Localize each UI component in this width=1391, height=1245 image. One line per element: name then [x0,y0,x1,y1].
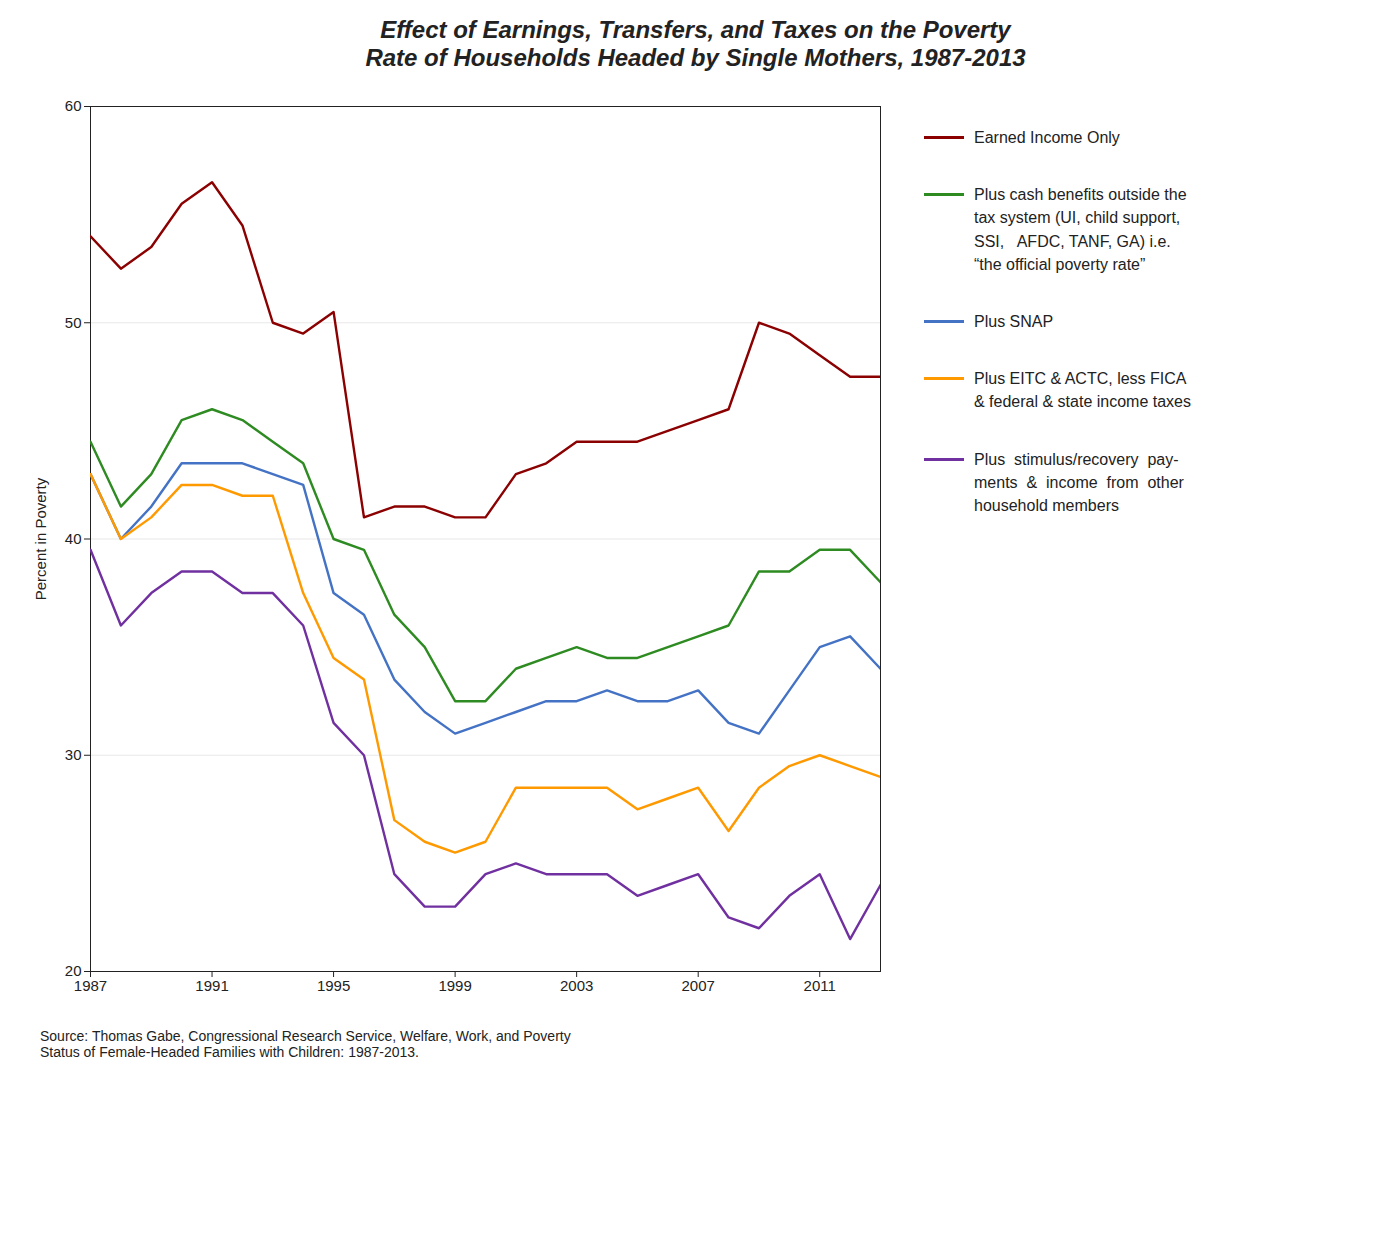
html-text:Plus cash benefits outside the: Plus cash benefits outside the tax syste… [974,186,1187,273]
svg-text:Percent in Poverty: Percent in Poverty [32,477,49,600]
svg-text:2007: 2007 [682,977,715,994]
svg-text:1991: 1991 [195,977,228,994]
svg-text:1987: 1987 [74,977,107,994]
svg-text:40: 40 [65,530,82,547]
svg-text:1999: 1999 [438,977,471,994]
html-text:Plus SNAP: Plus SNAP [974,312,1054,330]
html-text:Source: Thomas Gabe, Congressi: Source: Thomas Gabe, Congressional Resea… [40,1028,571,1060]
svg-text:2011: 2011 [804,977,836,994]
svg-text:30: 30 [65,746,82,763]
svg-text:1995: 1995 [317,977,350,994]
svg-text:2003: 2003 [560,977,593,994]
svg-text:50: 50 [65,314,82,331]
html-text:Plus stimulus/recovery pay- me: Plus stimulus/recovery pay- ments & inco… [974,450,1184,514]
html-text:Plus EITC & ACTC, less FICA &: Plus EITC & ACTC, less FICA & federal & … [974,370,1191,411]
svg-text:20: 20 [64,962,82,980]
html-text:Effect of Earnings, Transfers,: Effect of Earnings, Transfers, and Taxes… [365,16,1026,71]
html-text:Earned Income Only: Earned Income Only [974,129,1120,146]
svg-text:60: 60 [65,97,82,114]
